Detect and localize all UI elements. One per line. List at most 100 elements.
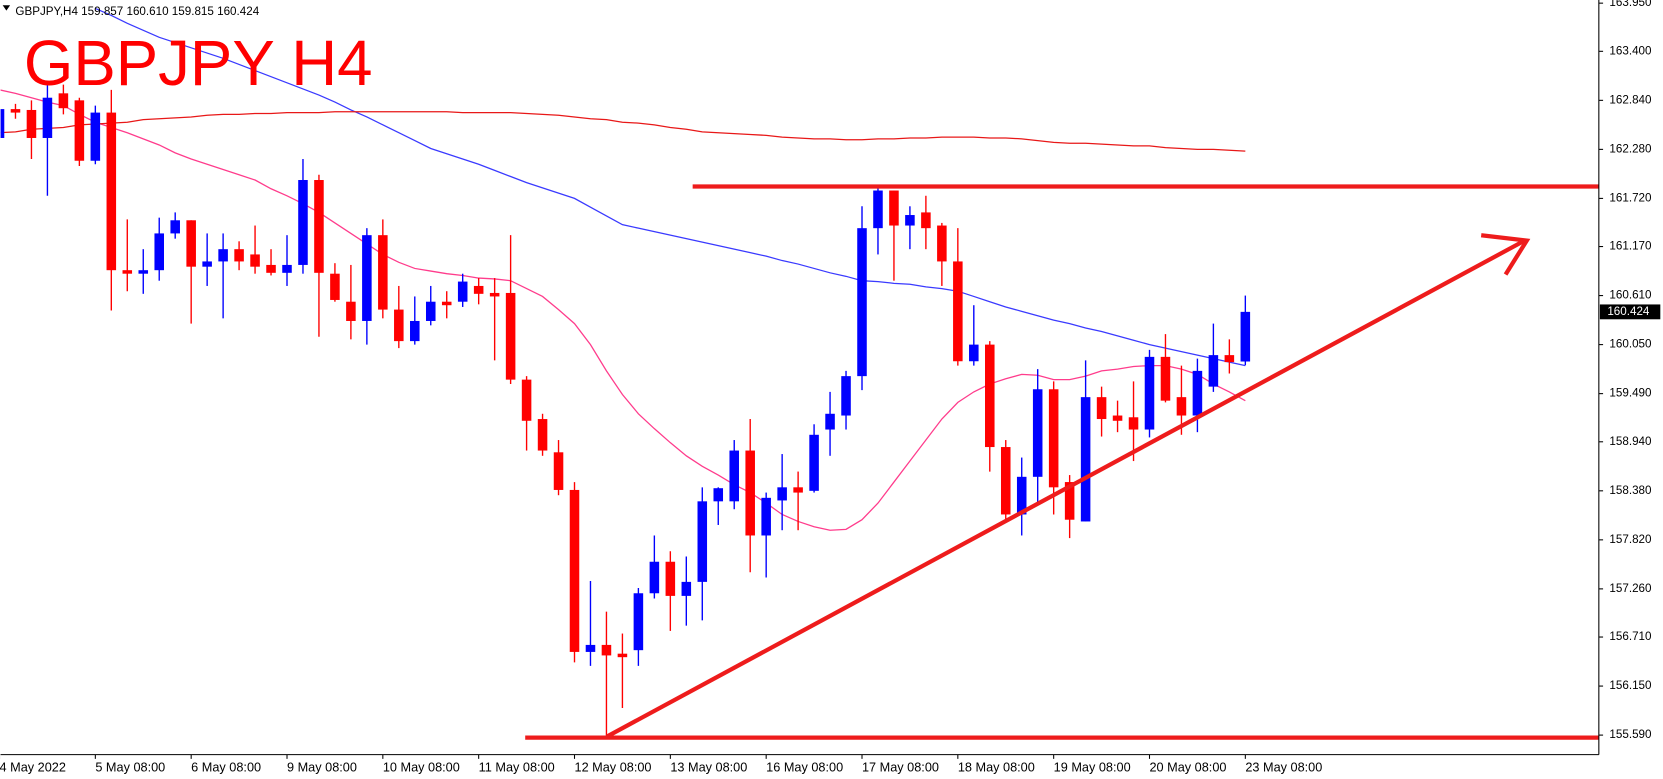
candle-body [1224, 355, 1235, 363]
moving-average [0, 111, 1246, 152]
candle-body [745, 450, 755, 536]
y-tick-label: 162.840 [1609, 93, 1652, 106]
candle-body [537, 419, 548, 451]
candle-body [362, 235, 372, 321]
candle-body [58, 93, 69, 109]
candle-body [713, 488, 724, 502]
y-tick-label: 156.150 [1609, 679, 1652, 692]
y-tick-label: 159.490 [1609, 387, 1652, 400]
candle-body [969, 344, 979, 362]
x-tick-label: 11 May 08:00 [479, 760, 555, 775]
candle-body [953, 261, 963, 362]
candle-body [1064, 482, 1075, 520]
candle-body [985, 344, 995, 448]
candle-body [601, 644, 612, 656]
candle-body [378, 235, 388, 310]
y-tick-label: 161.720 [1609, 191, 1652, 204]
candle-body [410, 320, 420, 342]
candle-body [1016, 476, 1027, 515]
y-tick-label: 160.050 [1609, 338, 1652, 351]
x-tick-label: 10 May 08:00 [383, 760, 460, 775]
candle-body [1160, 356, 1171, 401]
candle-body [234, 249, 244, 262]
candle-body [282, 264, 292, 273]
y-tick-label: 160.610 [1609, 289, 1652, 302]
arrow-head [1480, 233, 1531, 276]
candle-body [218, 249, 228, 262]
candle-body [298, 180, 308, 265]
y-tick-label: 157.820 [1609, 533, 1652, 546]
candle-body [665, 561, 676, 596]
price-marker [1599, 304, 1661, 320]
candle-body [154, 233, 164, 271]
candle-body [346, 301, 356, 321]
y-tick-label: 157.260 [1609, 582, 1652, 595]
candle-body [74, 100, 85, 161]
candle-body [1192, 370, 1203, 416]
y-tick-label: 155.590 [1609, 728, 1652, 741]
price-marker-label: 160.424 [1607, 305, 1650, 318]
candle-body [138, 270, 149, 274]
candle-body [505, 292, 516, 380]
candle-body [266, 264, 276, 273]
candle-body [122, 270, 133, 274]
y-tick-label: 161.170 [1609, 240, 1652, 253]
candle-body [553, 452, 564, 490]
candle-body [569, 489, 580, 652]
x-tick-label: 18 May 08:00 [958, 760, 1035, 775]
candle-body [1000, 447, 1011, 515]
candle-body [633, 593, 644, 651]
x-tick-label: 13 May 08:00 [670, 760, 747, 775]
x-tick-label: 6 May 08:00 [191, 760, 261, 775]
candle-body [937, 225, 947, 262]
symbol-info: GBPJPY,H4 159.857 160.610 159.815 160.42… [15, 5, 259, 18]
candle-body [777, 487, 787, 501]
chart-title: GBPJPY H4 [24, 28, 373, 99]
y-tick-label: 156.710 [1609, 630, 1652, 643]
candle-body [873, 190, 883, 229]
candle-body [1048, 389, 1059, 488]
y-tick-label: 163.400 [1609, 44, 1652, 57]
candle-body [1112, 415, 1123, 421]
candle-body [0, 109, 5, 138]
candle-body [90, 112, 101, 161]
candle-body [809, 434, 819, 491]
candle-body [330, 273, 340, 300]
x-tick-label: 12 May 08:00 [575, 760, 652, 775]
y-tick-label: 162.280 [1609, 142, 1652, 155]
candle-body [889, 190, 899, 226]
plot-area [0, 7, 1251, 737]
x-tick-label: 16 May 08:00 [766, 760, 843, 775]
candle-body [1128, 417, 1139, 430]
candle-body [857, 228, 867, 377]
candle-body [1032, 389, 1043, 477]
candle-body [921, 212, 931, 229]
candle-body [761, 497, 771, 536]
candle-body [1144, 356, 1155, 430]
candle-body [394, 309, 404, 342]
candle-body [729, 450, 739, 502]
candle-body [905, 215, 915, 226]
candle-body [841, 376, 851, 416]
candle-body [489, 292, 500, 297]
x-tick-label: 19 May 08:00 [1054, 760, 1131, 775]
candle-body [585, 644, 596, 652]
candle-body [617, 653, 628, 658]
candle-body [793, 487, 803, 493]
candle-body [697, 501, 708, 582]
candle-body [825, 413, 835, 430]
x-tick-label: 5 May 08:00 [95, 760, 165, 775]
candle-body [457, 281, 468, 302]
candle-body [1096, 397, 1107, 420]
candle-body [186, 220, 196, 267]
candle-body [1176, 397, 1187, 416]
candle-body [649, 561, 660, 594]
candle-body [521, 379, 532, 421]
candle-body [170, 220, 180, 234]
y-tick-label: 158.940 [1609, 435, 1652, 448]
moving-average [95, 7, 1246, 367]
candle-body [106, 112, 117, 271]
